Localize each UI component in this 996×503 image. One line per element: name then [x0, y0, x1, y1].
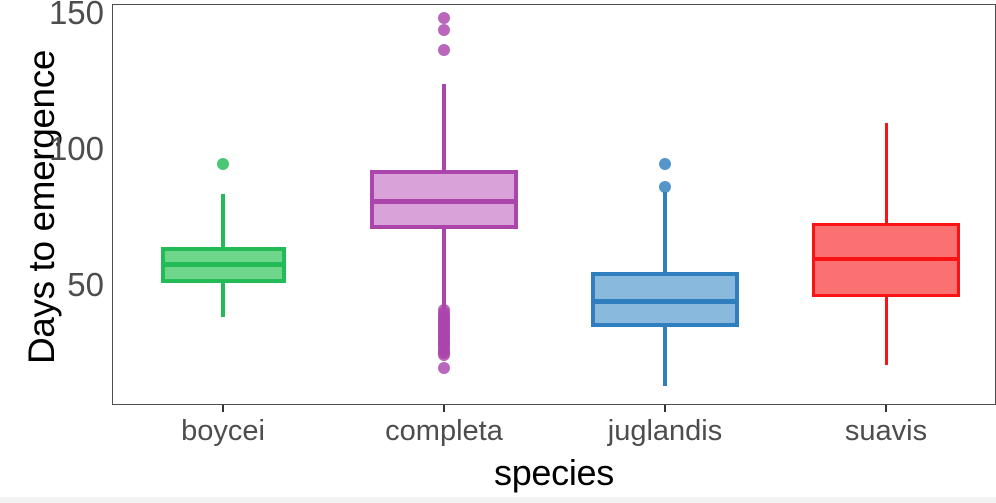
x-axis-tick-label-juglandis: juglandis	[607, 415, 723, 447]
median-line	[591, 299, 739, 304]
outlier-point	[217, 157, 229, 170]
whisker-upper	[221, 193, 225, 248]
boxplot-suavis[interactable]	[812, 5, 960, 404]
median-line	[812, 256, 960, 261]
outlier-point	[659, 157, 671, 170]
outlier-point	[438, 361, 450, 374]
whisker-upper	[884, 122, 888, 223]
outlier-point	[438, 24, 450, 37]
boxplot-completa[interactable]	[370, 5, 518, 404]
whisker-upper	[442, 83, 446, 171]
whisker-lower	[884, 296, 888, 365]
outlier-point	[438, 44, 450, 57]
whisker-lower	[442, 229, 446, 310]
y-axis-tick-labels: 150 100 50	[18, 0, 130, 503]
y-axis-tick-label: 50	[67, 266, 104, 303]
boxplot-juglandis[interactable]	[591, 5, 739, 404]
whisker-upper	[663, 192, 667, 273]
x-axis-tick-mark	[222, 405, 224, 412]
x-axis-tick-mark	[885, 405, 887, 412]
footer-strip	[0, 497, 996, 503]
x-axis-tick-mark	[664, 405, 666, 412]
y-axis-tick-label: 150	[48, 0, 104, 31]
boxplot-boycei[interactable]	[160, 5, 286, 404]
x-axis-title: species	[494, 452, 614, 493]
outlier-point	[438, 348, 450, 361]
plot-panel	[112, 4, 996, 405]
outlier-point	[659, 180, 671, 193]
x-axis-tick-label-suavis: suavis	[844, 415, 928, 447]
median-line	[370, 198, 518, 204]
x-axis-tick-mark	[443, 405, 445, 412]
x-axis-tick-label-completa: completa	[385, 415, 503, 447]
y-axis-tick-label: 100	[48, 130, 104, 167]
whisker-lower	[221, 283, 225, 318]
outlier-point	[438, 12, 450, 25]
x-axis-tick-label-boycei: boycei	[181, 415, 265, 447]
median-line	[160, 261, 286, 267]
whisker-lower	[663, 326, 667, 387]
